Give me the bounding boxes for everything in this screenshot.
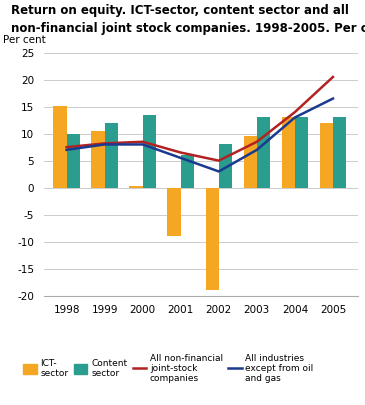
Bar	[219, 145, 232, 188]
Bar	[105, 123, 118, 188]
Bar	[243, 136, 257, 188]
Text: non-financial joint stock companies. 1998-2005. Per cent: non-financial joint stock companies. 199…	[11, 22, 365, 35]
Bar	[181, 155, 194, 188]
Bar	[295, 117, 308, 188]
Bar	[91, 131, 105, 188]
Text: Per cent: Per cent	[3, 35, 46, 45]
Bar	[67, 134, 80, 188]
Bar	[53, 106, 67, 188]
Bar	[205, 188, 219, 290]
Bar	[130, 186, 143, 188]
Bar	[143, 115, 156, 188]
Bar	[320, 123, 333, 188]
Text: Return on equity. ICT-sector, content sector and all: Return on equity. ICT-sector, content se…	[11, 4, 349, 17]
Legend: ICT-
sector, Content
sector, All non-financial
joint-stock
companies, All indust: ICT- sector, Content sector, All non-fin…	[23, 354, 314, 384]
Bar	[168, 188, 181, 236]
Bar	[333, 117, 346, 188]
Bar	[282, 117, 295, 188]
Bar	[257, 117, 270, 188]
